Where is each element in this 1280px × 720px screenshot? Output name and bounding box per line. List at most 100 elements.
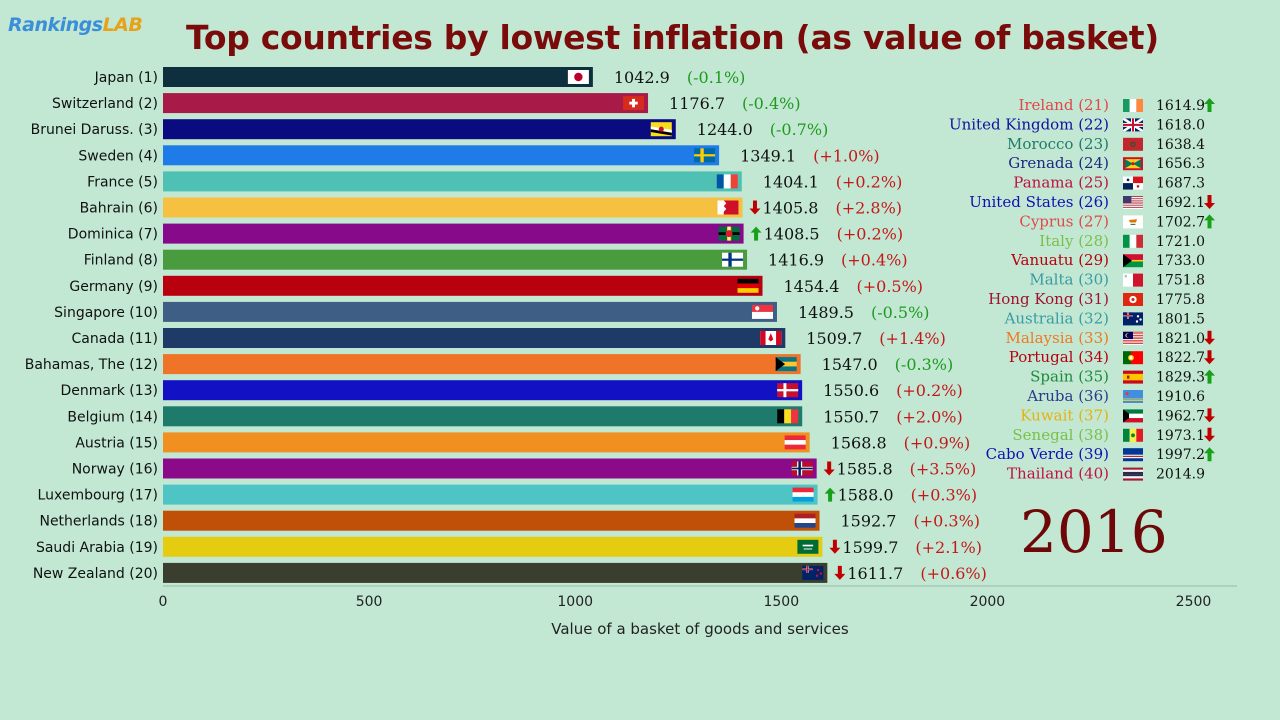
side-list-name: Cabo Verde (39) [986, 445, 1109, 463]
bar [163, 432, 810, 453]
bar-value: 1349.1 [740, 146, 796, 165]
bar [163, 458, 817, 479]
bar-value: 1416.9 [768, 251, 824, 270]
side-list-value: 1829.3 [1156, 370, 1205, 386]
bar-value: 1408.5 [764, 225, 820, 244]
bar-change: (+0.3%) [914, 512, 981, 531]
se-flag-icon [694, 148, 716, 163]
bar-change: (+1.0%) [813, 146, 880, 165]
x-tick-label: 500 [356, 594, 383, 610]
x-tick-label: 1000 [557, 594, 593, 610]
bar [163, 145, 720, 166]
bar-value: 1611.7 [847, 564, 903, 583]
side-list-name: Australia (32) [1004, 309, 1109, 327]
year-label: 2016 [1020, 498, 1168, 566]
bar [163, 197, 743, 218]
side-list-name: Aruba (36) [1026, 387, 1109, 405]
side-list-value: 1973.1 [1156, 428, 1205, 444]
hk-flag-icon [1123, 293, 1143, 306]
bar [163, 275, 763, 296]
at-flag-icon [784, 435, 806, 450]
side-list-name: Senegal (38) [1012, 426, 1109, 444]
bar-change: (+2.0%) [896, 407, 963, 426]
side-list-value: 1822.7 [1156, 350, 1205, 366]
bar-label: Luxembourg (17) [38, 488, 158, 504]
side-list-value: 1618.0 [1156, 117, 1205, 133]
us-flag-icon [1123, 196, 1143, 209]
arrow-down-icon [829, 539, 841, 554]
side-list-value: 1733.0 [1156, 253, 1205, 269]
bar-label: New Zealand (20) [33, 566, 158, 582]
bar [163, 380, 803, 401]
mt-flag-icon [1123, 273, 1143, 287]
arrow-up-icon [1204, 369, 1215, 384]
side-list-name: United Kingdom (22) [949, 115, 1109, 133]
side-list-name: Vanuatu (29) [1010, 251, 1109, 269]
bar-label: Brunei Daruss. (3) [31, 122, 158, 138]
ch-flag-icon [623, 96, 645, 111]
bar [163, 119, 676, 140]
fr-flag-icon [716, 174, 738, 189]
bar-change: (-0.5%) [871, 303, 930, 322]
it-flag-icon [1123, 234, 1143, 248]
bar-label: Japan (1) [94, 70, 158, 86]
ma-flag-icon [1123, 137, 1143, 151]
my-flag-icon [1123, 331, 1143, 345]
nl-flag-icon [794, 513, 816, 528]
arrow-down-icon [1204, 350, 1215, 365]
x-tick-label: 1500 [763, 594, 799, 610]
bar-label: Austria (15) [75, 435, 158, 451]
brand-logo: RankingsLAB [8, 14, 143, 36]
arrow-down-icon [1204, 195, 1215, 209]
pa-flag-icon [1123, 176, 1143, 190]
bar-label: Canada (11) [72, 331, 158, 347]
arrow-down-icon [1204, 408, 1215, 423]
bar-value: 1454.4 [784, 277, 840, 296]
side-list-name: Malaysia (33) [1005, 329, 1109, 347]
bar-label: Belgium (14) [67, 409, 158, 425]
arrow-up-icon [750, 226, 762, 241]
bar-label: Norway (16) [72, 462, 158, 478]
side-list-value: 2014.9 [1156, 467, 1205, 483]
side-list-name: Ireland (21) [1018, 96, 1109, 114]
bh-flag-icon [717, 200, 739, 215]
pt-flag-icon [1123, 351, 1143, 365]
side-list-name: United States (26) [969, 193, 1109, 211]
bar-value: 1042.9 [614, 68, 670, 87]
side-list-name: Italy (28) [1039, 232, 1109, 250]
jp-flag-icon [567, 70, 589, 84]
bar [163, 406, 803, 427]
bar-change: (+0.2%) [837, 225, 904, 244]
bar-label: Finland (8) [84, 253, 158, 269]
bar [163, 67, 593, 87]
side-list-value: 1910.6 [1156, 389, 1205, 405]
side-list-value: 1775.8 [1156, 292, 1205, 308]
no-flag-icon [791, 461, 813, 476]
arrow-down-icon [823, 461, 835, 476]
dk-flag-icon [777, 383, 799, 398]
bar-change: (+2.8%) [835, 199, 902, 218]
bar [163, 484, 818, 505]
side-list-name: Morocco (23) [1007, 135, 1109, 153]
lu-flag-icon [792, 487, 814, 502]
bar-change: (+0.2%) [836, 172, 903, 191]
bar [163, 354, 801, 375]
bar [163, 223, 744, 244]
sn-flag-icon [1123, 428, 1143, 442]
bar-change: (+0.3%) [911, 486, 978, 505]
bar [163, 562, 828, 583]
aw-flag-icon [1123, 390, 1143, 403]
bn-flag-icon [650, 122, 672, 137]
dm-flag-icon [718, 226, 740, 241]
bar-value: 1404.1 [763, 172, 819, 191]
bar-label: Bahrain (6) [80, 201, 158, 217]
nz-flag-icon [802, 565, 824, 580]
side-list-value: 1656.3 [1156, 156, 1205, 172]
side-list-name: Grenada (24) [1008, 154, 1109, 172]
vu-flag-icon [1123, 254, 1143, 268]
side-list-value: 1692.1 [1156, 195, 1205, 211]
bar-change: (-0.7%) [770, 120, 829, 139]
bar-change: (+2.1%) [915, 538, 982, 557]
arrow-up-icon [1204, 447, 1215, 462]
